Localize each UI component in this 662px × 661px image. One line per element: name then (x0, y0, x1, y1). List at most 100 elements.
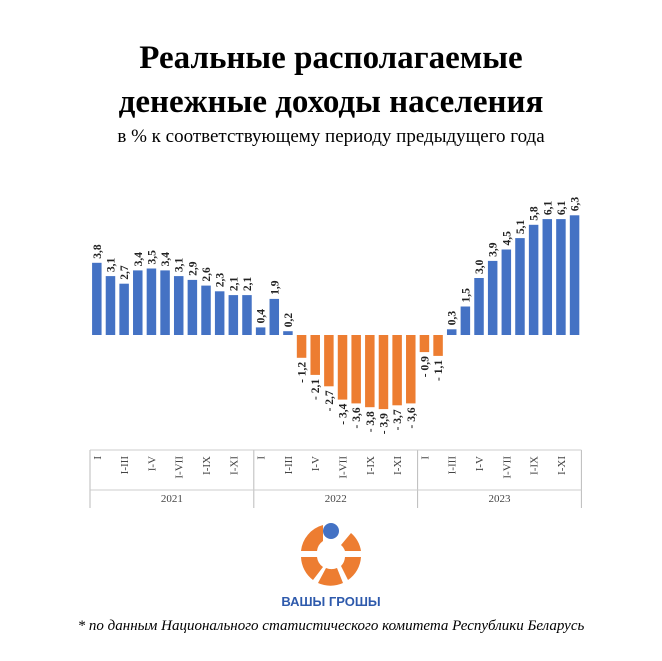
tick-label: I-III (283, 456, 295, 475)
data-label: 2,9 (187, 261, 199, 276)
data-label: - 3,4 (338, 403, 350, 424)
bar (283, 331, 293, 335)
tick-label: I (92, 456, 104, 460)
bar (201, 285, 211, 335)
year-label: 2022 (325, 493, 347, 505)
tick-label: I-XI (556, 456, 568, 475)
data-label: - 1,1 (433, 360, 445, 381)
data-label: - 3,9 (378, 413, 390, 434)
data-label: 3,8 (92, 244, 104, 259)
tick-label: I-XI (228, 456, 240, 475)
logo-icon (301, 523, 361, 586)
tick-label: I-V (146, 456, 158, 471)
tick-label: I-VII (501, 456, 513, 479)
bar (337, 335, 348, 400)
data-label: 0,4 (256, 309, 268, 324)
bar (160, 270, 170, 335)
tick-label: I-V (310, 456, 322, 471)
tick-label: I-IX (365, 456, 377, 475)
data-label: 3,4 (133, 252, 145, 267)
tick-label: I-XI (392, 456, 404, 475)
bar (173, 276, 184, 335)
bar (460, 306, 471, 335)
data-label: - 2,7 (324, 390, 336, 411)
bar (187, 279, 198, 335)
bar (146, 268, 157, 335)
data-label: 1,9 (269, 280, 281, 295)
bar (133, 270, 143, 335)
year-label: 2023 (489, 493, 512, 505)
data-label: 6,1 (556, 200, 568, 215)
data-label: 3,4 (160, 252, 172, 267)
data-label: 6,1 (542, 200, 554, 215)
bar (242, 295, 252, 335)
data-label: 3,9 (488, 242, 500, 257)
bar (310, 335, 320, 375)
data-label: 2,7 (119, 265, 131, 280)
bar (501, 249, 512, 335)
bar (474, 278, 484, 335)
data-label: 4,5 (501, 231, 513, 246)
bar (528, 224, 539, 335)
subtitle: в % к соответствующему периоду предыдуще… (117, 126, 545, 147)
bar (214, 291, 225, 335)
bar (365, 335, 375, 408)
data-label: - 3,6 (406, 407, 418, 428)
logo: ВАШЫ ГРОШЫ (281, 523, 381, 609)
data-label: 2,1 (242, 276, 254, 291)
bar (92, 262, 102, 335)
bar (515, 238, 525, 335)
bar (119, 283, 129, 335)
data-label: - 2,1 (310, 379, 322, 400)
data-label: 2,6 (201, 267, 213, 282)
data-label: 6,3 (570, 197, 582, 212)
bar (569, 215, 580, 335)
year-label: 2021 (161, 493, 183, 505)
bar (228, 295, 239, 335)
tick-label: I-VII (174, 456, 186, 479)
tick-label: I-III (447, 456, 459, 475)
bar (556, 219, 566, 335)
bar (446, 329, 457, 335)
bar (269, 298, 280, 335)
tick-label: I-IX (201, 456, 213, 475)
tick-label: I-VII (338, 456, 350, 479)
data-label: 0,3 (447, 311, 459, 326)
data-label: - 0,9 (419, 356, 431, 377)
bar (378, 335, 389, 410)
data-label: 3,1 (174, 257, 186, 272)
bar (542, 219, 553, 335)
tick-label: I (419, 456, 431, 460)
title-line-2: денежные доходы населения (118, 84, 544, 120)
data-label: 2,3 (215, 273, 227, 288)
bar (487, 260, 498, 335)
logo-text: ВАШЫ ГРОШЫ (281, 594, 380, 609)
data-label: 0,2 (283, 313, 295, 328)
bar (105, 276, 116, 335)
footnote: * по данным Национального статистическог… (77, 618, 585, 634)
data-label: 5,1 (515, 219, 527, 234)
tick-label: I (256, 456, 268, 460)
data-label: 3,1 (105, 257, 117, 272)
data-label: 1,5 (460, 288, 472, 303)
tick-label: I-IX (529, 456, 541, 475)
data-label: - 3,7 (392, 409, 404, 430)
data-label: 5,8 (529, 206, 541, 221)
data-label: - 3,6 (351, 407, 363, 428)
data-label: - 1,2 (297, 362, 309, 383)
bar (296, 335, 307, 358)
tick-label: I-III (119, 456, 131, 475)
title-line-1: Реальные располагаемые (139, 40, 523, 76)
data-label: 2,1 (228, 276, 240, 291)
bar (419, 335, 430, 353)
data-label: 3,5 (146, 250, 158, 265)
data-label: - 3,8 (365, 411, 377, 432)
bar (392, 335, 402, 406)
bar (433, 335, 443, 356)
bar (324, 335, 334, 387)
bar (255, 327, 266, 335)
data-label: 3,0 (474, 259, 486, 274)
bar (351, 335, 361, 404)
